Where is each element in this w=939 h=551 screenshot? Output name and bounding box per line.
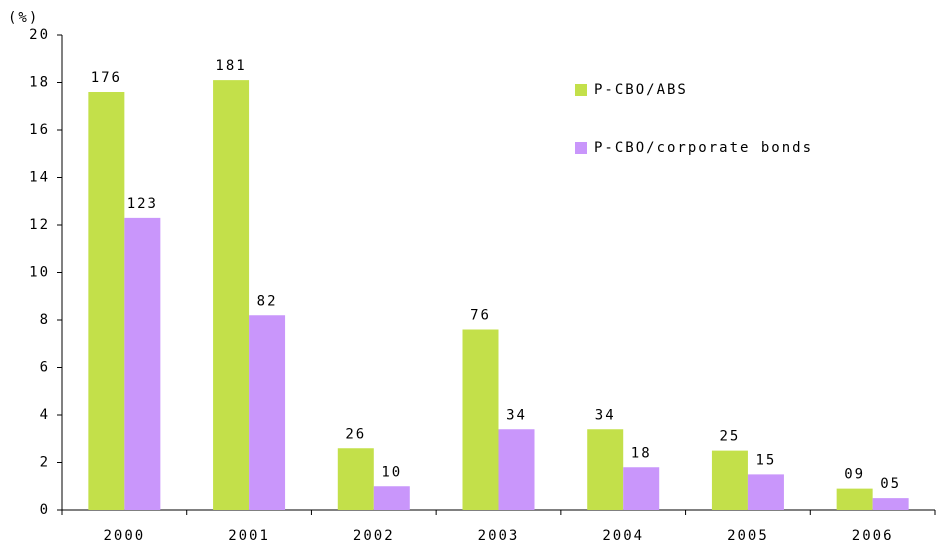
bar: [836, 488, 873, 510]
data-label: 34: [506, 407, 527, 423]
bar: [872, 498, 909, 510]
data-label: 76: [470, 308, 491, 324]
legend-label: P-CBO/ABS: [594, 82, 688, 98]
legend-label: P-CBO/corporate bonds: [594, 140, 813, 156]
data-label: 34: [595, 407, 616, 423]
y-tick-label: 20: [29, 27, 50, 43]
data-label: 09: [844, 467, 865, 483]
bar: [747, 474, 784, 510]
y-tick-label: 18: [29, 75, 50, 91]
y-tick-label: 8: [40, 312, 50, 328]
x-tick-label: 2004: [602, 528, 644, 544]
bar: [587, 429, 624, 510]
y-tick-label: 16: [29, 122, 50, 138]
bar: [337, 448, 374, 510]
y-axis-label: (%): [8, 10, 39, 26]
bar: [711, 450, 748, 510]
bar: [462, 329, 499, 510]
y-tick-label: 6: [40, 360, 50, 376]
y-tick-label: 2: [40, 455, 50, 471]
data-label: 15: [755, 452, 776, 468]
x-tick-label: 2001: [228, 528, 270, 544]
data-label: 25: [719, 429, 740, 445]
x-tick-label: 2006: [852, 528, 894, 544]
data-label: 123: [127, 196, 158, 212]
data-label: 82: [257, 293, 278, 309]
x-tick-label: 2005: [727, 528, 769, 544]
legend-swatch: [575, 142, 587, 154]
bar: [498, 429, 535, 510]
bar: [88, 92, 125, 510]
bar: [623, 467, 660, 510]
data-label: 18: [631, 445, 652, 461]
y-tick-label: 4: [40, 407, 50, 423]
data-label: 05: [880, 476, 901, 492]
y-tick-label: 10: [29, 265, 50, 281]
legend-swatch: [575, 84, 587, 96]
x-tick-label: 2002: [353, 528, 395, 544]
bar: [373, 486, 410, 510]
data-label: 176: [91, 70, 122, 86]
data-label: 26: [345, 426, 366, 442]
bar: [249, 315, 286, 510]
x-tick-label: 2000: [103, 528, 145, 544]
x-tick-label: 2003: [478, 528, 520, 544]
y-tick-label: 14: [29, 170, 50, 186]
y-tick-label: 0: [40, 502, 50, 518]
bar: [213, 80, 250, 510]
bar: [124, 217, 161, 510]
data-label: 10: [381, 464, 402, 480]
data-label: 181: [215, 58, 246, 74]
y-tick-label: 12: [29, 217, 50, 233]
